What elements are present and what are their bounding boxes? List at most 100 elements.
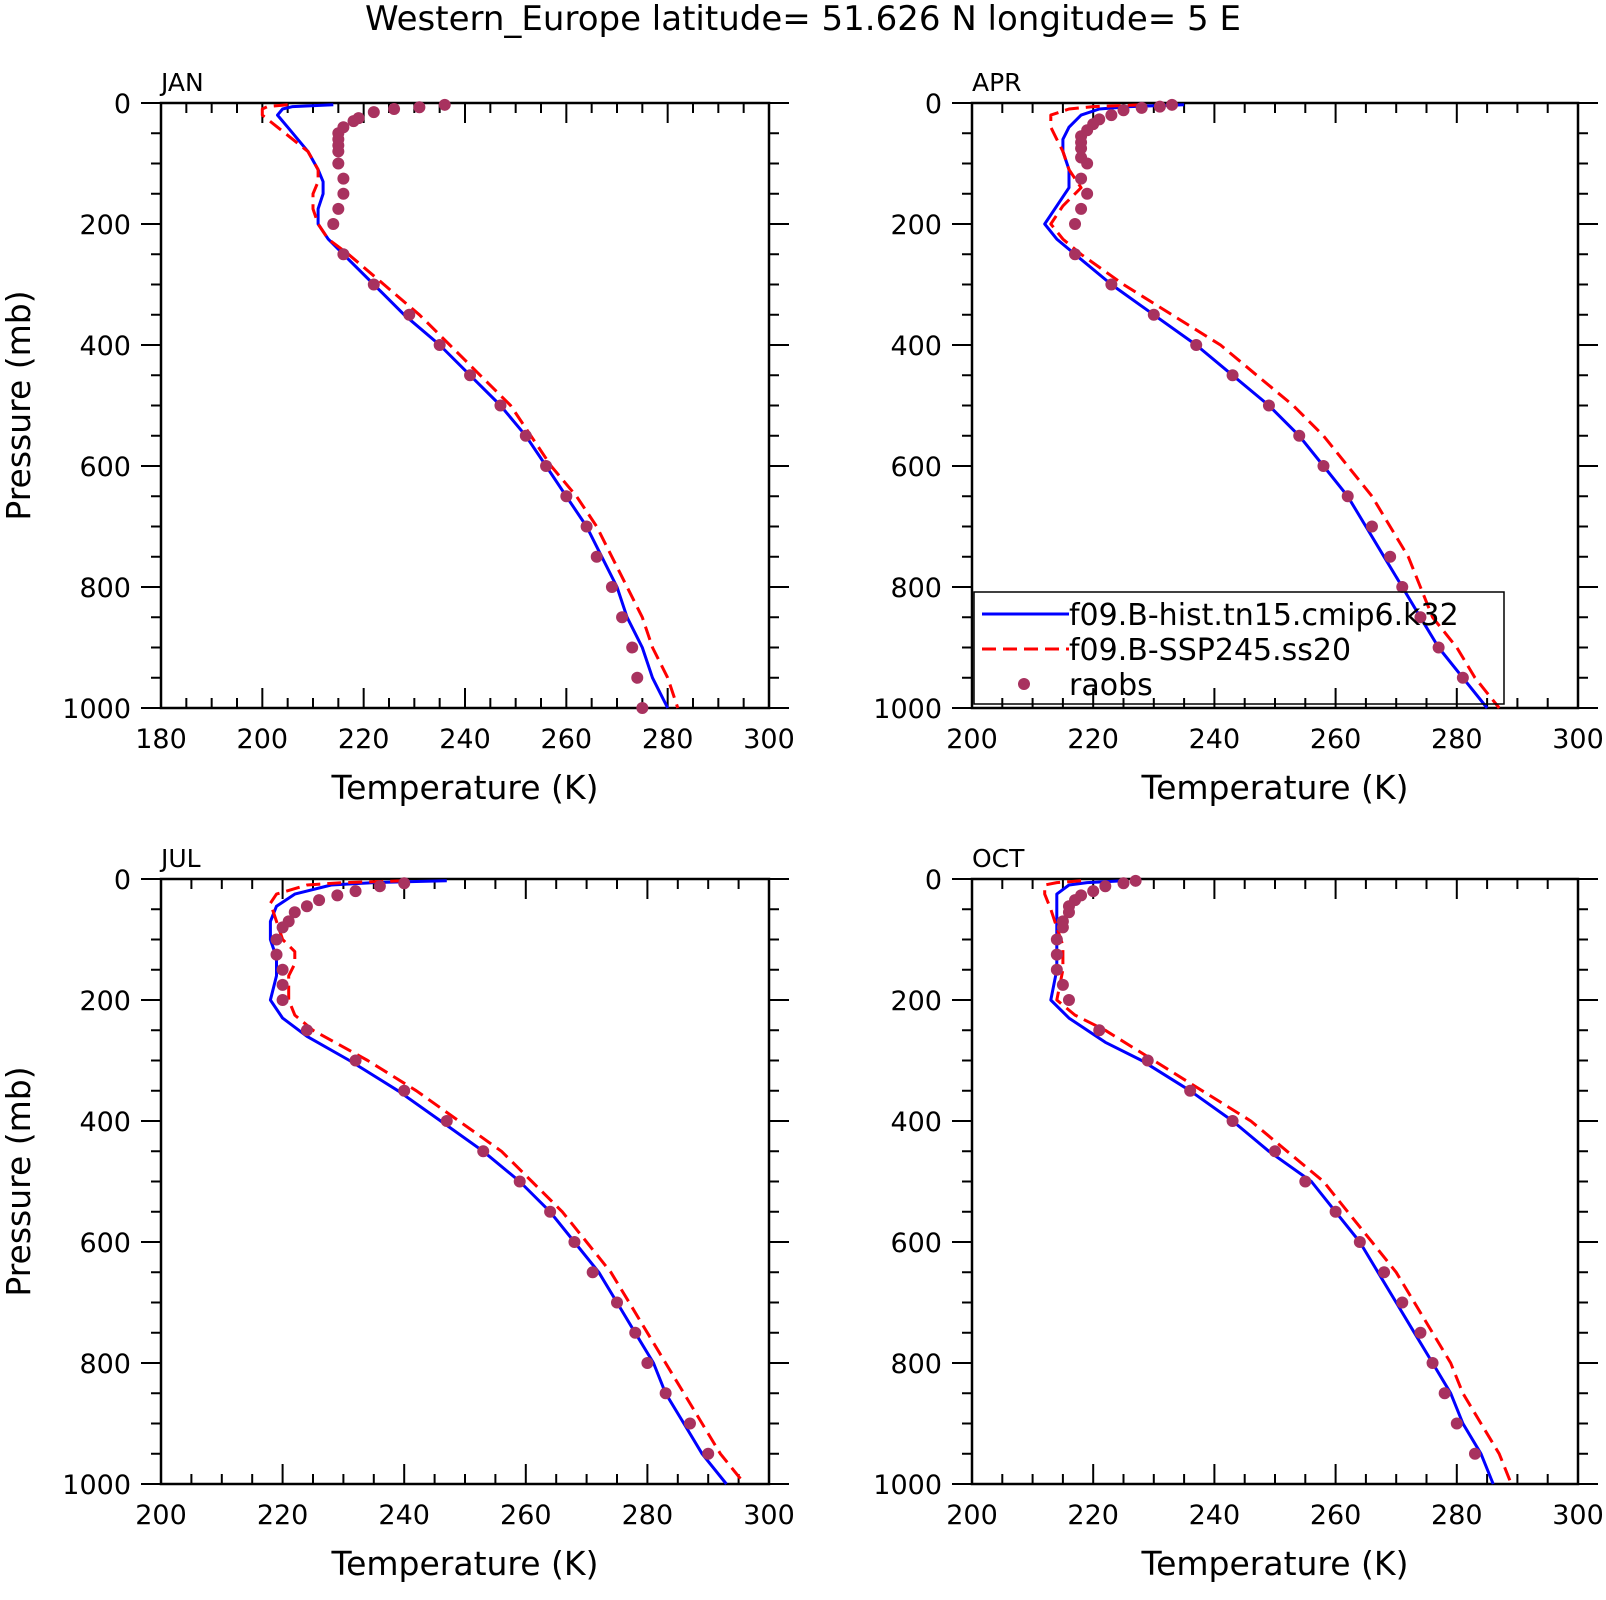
- raobs-point: [1293, 429, 1306, 442]
- legend-label: f09.B-SSP245.ss20: [1069, 633, 1351, 668]
- panel-label: JUL: [159, 844, 201, 873]
- raobs-point: [1456, 671, 1469, 684]
- raobs-point: [331, 889, 344, 902]
- raobs-point: [544, 1205, 557, 1218]
- legend-label: raobs: [1069, 668, 1153, 703]
- y-tick-label: 800: [79, 1349, 131, 1380]
- y-tick-label: 800: [890, 573, 942, 604]
- x-tick-label: 240: [1189, 1500, 1241, 1531]
- raobs-point: [1262, 399, 1275, 412]
- series-line-hist: [268, 879, 728, 1485]
- raobs-point: [590, 550, 603, 563]
- raobs-point: [540, 460, 553, 472]
- raobs-point: [1117, 104, 1130, 117]
- series-line-hist: [1049, 879, 1495, 1485]
- raobs-point: [332, 145, 345, 158]
- series-line-hist: [276, 103, 670, 709]
- raobs-point: [1075, 142, 1088, 155]
- raobs-point: [433, 339, 446, 351]
- raobs-point: [1075, 172, 1088, 185]
- raobs-point: [1426, 1357, 1439, 1369]
- raobs-point: [1438, 1387, 1451, 1400]
- panel-jul: 200 220 240 260 280 300 0 200 400 600 800 1000 JUL Te…: [0, 844, 795, 1583]
- panel-label: APR: [972, 68, 1022, 97]
- figure-title: Western_Europe latitude= 51.626 N longit…: [365, 0, 1241, 39]
- panel-label: OCT: [972, 844, 1025, 873]
- raobs-point: [1378, 1266, 1391, 1279]
- raobs-point: [300, 1024, 313, 1037]
- panel-oct: 200 220 240 260 280 300 0 200 400 600 800 1000 OCT Te…: [873, 844, 1603, 1583]
- raobs-point: [367, 278, 380, 291]
- y-tick-label: 200: [890, 210, 942, 241]
- raobs-point: [398, 1084, 411, 1097]
- y-tick-label: 200: [79, 986, 131, 1017]
- raobs-point: [631, 671, 644, 684]
- legend: f09.B-hist.tn15.cmip6.k32f09.B-SSP245.ss…: [973, 591, 1505, 705]
- x-tick-label: 240: [378, 1500, 430, 1531]
- y-tick-label: 400: [79, 331, 131, 362]
- y-tick-label: 200: [79, 210, 131, 241]
- raobs-point: [659, 1387, 672, 1400]
- y-tick-label: 1000: [62, 694, 131, 725]
- y-axis-label: Pressure (mb): [0, 1066, 38, 1296]
- x-tick-label: 200: [237, 724, 289, 755]
- raobs-point: [1299, 1175, 1312, 1188]
- raobs-point: [1450, 1417, 1463, 1430]
- raobs-point: [1129, 874, 1142, 887]
- raobs-point: [1081, 187, 1094, 200]
- y-tick-label: 200: [890, 986, 942, 1017]
- raobs-point: [1396, 581, 1409, 593]
- y-tick-label: 400: [890, 1107, 942, 1138]
- raobs-point: [702, 1447, 715, 1460]
- raobs-point: [1414, 611, 1427, 624]
- raobs-point: [288, 906, 301, 919]
- x-axis-label: Temperature (K): [331, 1544, 599, 1583]
- series-line-ssp245: [260, 103, 680, 709]
- raobs-point: [413, 101, 426, 114]
- y-tick-label: 1000: [873, 1470, 942, 1501]
- panel-apr: 200 220 240 260 280 300 0 200 400 600 800 1000 APR Te…: [873, 68, 1603, 807]
- y-tick-label: 400: [890, 331, 942, 362]
- raobs-point: [347, 115, 360, 128]
- y-tick-label: 1000: [62, 1470, 131, 1501]
- y-tick-label: 800: [890, 1349, 942, 1380]
- y-tick-label: 0: [114, 865, 131, 896]
- plot-frame: [159, 101, 771, 710]
- raobs-point: [1384, 550, 1397, 563]
- x-tick-label: 280: [1431, 724, 1483, 755]
- raobs-point: [1353, 1236, 1366, 1248]
- y-tick-label: 1000: [873, 694, 942, 725]
- raobs-point: [1069, 218, 1082, 230]
- y-tick-label: 0: [114, 89, 131, 120]
- raobs-point: [519, 429, 532, 442]
- y-tick-label: 0: [925, 865, 942, 896]
- x-tick-label: 260: [541, 724, 593, 755]
- raobs-point: [629, 1326, 642, 1339]
- raobs-point: [1141, 1054, 1154, 1067]
- x-tick-label: 280: [622, 1500, 674, 1531]
- raobs-point: [636, 702, 649, 714]
- raobs-point: [1062, 906, 1075, 919]
- y-tick-label: 600: [79, 1228, 131, 1259]
- raobs-point: [1050, 948, 1063, 961]
- raobs-point: [332, 157, 345, 170]
- raobs-point: [1056, 921, 1069, 934]
- raobs-point: [349, 885, 362, 898]
- raobs-point: [1341, 490, 1354, 503]
- raobs-point: [337, 248, 350, 261]
- legend-box: [973, 591, 1505, 705]
- raobs-point: [586, 1266, 599, 1279]
- raobs-point: [270, 948, 283, 961]
- legend-label: f09.B-hist.tn15.cmip6.k32: [1069, 598, 1459, 633]
- x-axis-label: Temperature (K): [1141, 768, 1409, 807]
- raobs-point: [1365, 520, 1378, 533]
- raobs-point: [276, 994, 289, 1006]
- raobs-point: [1081, 157, 1094, 170]
- y-tick-label: 600: [79, 452, 131, 483]
- raobs-point: [1165, 98, 1178, 111]
- raobs-point: [313, 894, 326, 907]
- raobs-point: [1062, 994, 1075, 1006]
- y-tick-label: 800: [79, 573, 131, 604]
- raobs-point: [349, 1054, 362, 1067]
- raobs-point: [388, 103, 401, 116]
